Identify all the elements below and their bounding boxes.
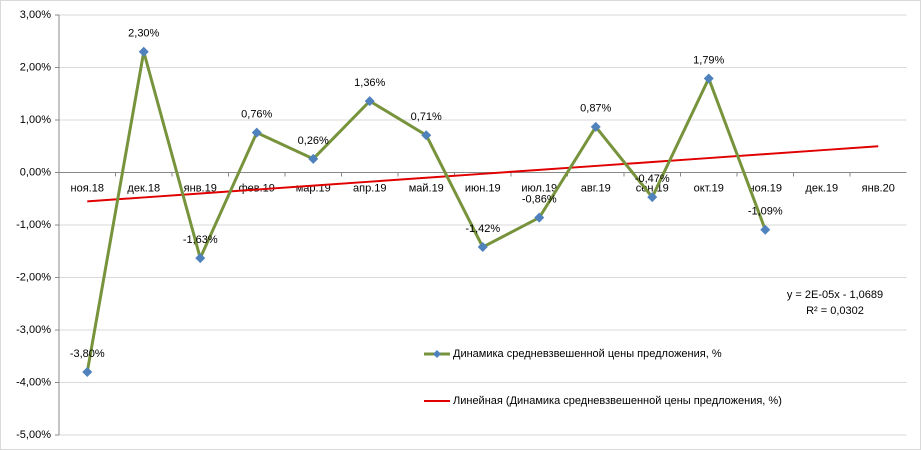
marker <box>760 224 771 235</box>
data-label: -0,47% <box>635 173 670 185</box>
marker <box>477 242 488 253</box>
x-tick-label: авг.19 <box>581 182 611 194</box>
y-tick-label: -1,00% <box>16 219 51 231</box>
y-tick-label: -3,00% <box>16 324 51 336</box>
marker <box>251 127 262 138</box>
marker <box>195 253 206 264</box>
marker <box>82 367 93 377</box>
x-tick-label: янв.20 <box>862 182 895 194</box>
x-tick-label: ноя.18 <box>71 182 104 194</box>
data-label: 0,26% <box>298 135 329 147</box>
data-label: -1,63% <box>183 234 218 246</box>
x-tick-label: июл.19 <box>521 182 557 194</box>
x-tick-label: дек.19 <box>805 182 838 194</box>
x-tick-label: апр.19 <box>353 182 386 194</box>
x-tick-label: ноя.19 <box>749 182 782 194</box>
x-tick-label: май.19 <box>409 182 444 194</box>
y-tick-label: -5,00% <box>16 429 51 441</box>
trend-equation: y = 2E-05x - 1,0689 <box>787 289 883 301</box>
marker <box>703 73 714 84</box>
data-label: 0,71% <box>411 111 442 123</box>
data-label: -1,09% <box>748 206 783 218</box>
marker <box>138 46 149 57</box>
marker <box>421 130 432 141</box>
data-label: 1,36% <box>354 77 385 89</box>
marker <box>308 153 319 164</box>
x-tick-label: окт.19 <box>694 182 724 194</box>
data-label: -1,42% <box>465 223 500 235</box>
marker <box>534 212 545 223</box>
marker <box>590 121 601 132</box>
x-tick-label: июн.19 <box>465 182 501 194</box>
y-tick-label: -4,00% <box>16 376 51 388</box>
y-tick-label: 0,00% <box>20 166 51 178</box>
marker <box>364 96 375 107</box>
marker <box>647 192 658 203</box>
legend-label: Линейная (Динамика средневзвешенной цены… <box>453 395 782 407</box>
x-tick-label: янв.19 <box>184 182 217 194</box>
x-tick-label: фев.19 <box>239 182 275 194</box>
y-tick-label: 1,00% <box>20 114 51 126</box>
data-label: 0,87% <box>580 103 611 115</box>
y-tick-label: 3,00% <box>20 9 51 21</box>
legend-label: Динамика средневзвешенной цены предложен… <box>453 348 722 360</box>
data-label: 1,79% <box>693 54 724 66</box>
data-label: 2,30% <box>128 28 159 40</box>
y-tick-label: -2,00% <box>16 271 51 283</box>
x-tick-label: дек.18 <box>127 182 160 194</box>
data-label: -3,80% <box>70 348 105 360</box>
trend-line <box>87 145 879 203</box>
y-tick-label: 2,00% <box>20 61 51 73</box>
legend-marker <box>433 350 441 358</box>
trend-equation: R² = 0,0302 <box>806 305 864 317</box>
data-label: 0,76% <box>241 109 272 121</box>
data-label: -0,86% <box>522 194 557 206</box>
